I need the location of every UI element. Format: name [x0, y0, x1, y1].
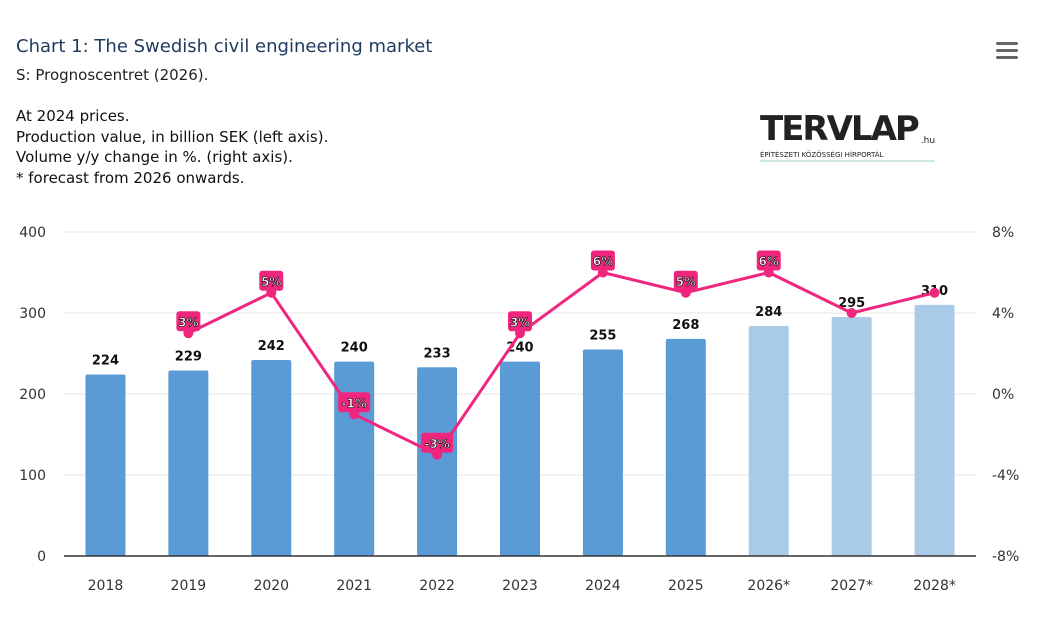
left-axis-tick: 400 — [19, 225, 46, 241]
x-axis-tick: 2021 — [336, 578, 372, 594]
right-axis-tick: 4% — [992, 306, 1014, 322]
bar — [914, 304, 955, 556]
watermark-suffix: .hu — [920, 136, 936, 146]
left-axis-tick: 200 — [19, 387, 46, 403]
line-data-label: 6% — [593, 255, 613, 269]
line-series — [187, 270, 935, 457]
line-data-label: -1% — [342, 396, 367, 410]
note-production-bold: Production value, in billion SEK — [16, 127, 249, 146]
bar — [251, 359, 292, 556]
x-axis-tick: 2026* — [747, 578, 790, 594]
line-data-label: 3% — [178, 315, 198, 329]
x-axis-tick: 2027* — [830, 578, 873, 594]
watermark-text: TERVLAP — [760, 109, 920, 149]
bar — [665, 338, 706, 556]
bar — [168, 370, 209, 556]
line-label-box — [673, 270, 698, 291]
line-point — [929, 287, 940, 298]
line-label-box — [338, 392, 371, 413]
note-production-axis: (left axis). — [248, 127, 329, 146]
bar-data-label: 284 — [755, 305, 782, 320]
right-axis-tick: -8% — [992, 549, 1019, 565]
chart-source: S: Prognoscentret (2026). — [16, 66, 209, 84]
bar-data-label: 229 — [175, 350, 202, 365]
line-label-box — [259, 270, 284, 291]
x-axis-tick: 2025 — [668, 578, 704, 594]
x-axis-tick: 2020 — [253, 578, 289, 594]
chart-title: Chart 1: The Swedish civil engineering m… — [16, 36, 433, 57]
watermark-logo: TERVLAP .hu ÉPÍTÉSZETI KÖZÖSSÉGI HÍRPORT… — [760, 110, 936, 162]
line-data-label: 5% — [676, 275, 696, 289]
left-axis-tick: 100 — [19, 468, 46, 484]
bar — [417, 367, 458, 556]
bar — [85, 374, 126, 556]
note-prices: At 2024 prices. — [16, 107, 130, 125]
bar — [831, 317, 872, 556]
bar-data-label: 224 — [92, 354, 119, 369]
x-axis-tick: 2024 — [585, 578, 621, 594]
left-axis-tick: 0 — [37, 549, 46, 565]
line-label-box — [756, 250, 781, 271]
x-axis-tick: 2018 — [88, 578, 124, 594]
note-volume-bold: Volume y/y change in %. — [16, 148, 202, 166]
bar — [500, 361, 540, 556]
watermark-tagline: ÉPÍTÉSZETI KÖZÖSSÉGI HÍRPORTÁL — [760, 150, 936, 162]
x-axis-tick: 2019 — [171, 578, 207, 594]
x-axis-tick: 2022 — [419, 578, 455, 594]
x-axis-tick: 2028* — [913, 578, 956, 594]
right-axis-tick: 8% — [992, 225, 1014, 241]
note-forecast: * forecast from 2026 onwards. — [16, 168, 245, 187]
note-volume: Volume y/y change in %. (right axis). — [16, 147, 328, 168]
line-data-label: 3% — [510, 315, 530, 329]
watermark-row: TERVLAP .hu — [760, 110, 935, 148]
line-data-label: -3% — [424, 437, 449, 451]
line-label-box — [421, 432, 454, 453]
note-production: Production value, in billion SEK (left a… — [16, 127, 328, 148]
bar-data-label: 295 — [838, 296, 865, 311]
hamburger-menu-icon[interactable] — [996, 42, 1018, 60]
right-axis-tick: -4% — [992, 468, 1019, 484]
line-data-label: 5% — [261, 275, 281, 289]
bar-data-label: 268 — [672, 318, 699, 333]
bar-data-label: 233 — [424, 346, 451, 361]
bar — [582, 349, 623, 556]
bar-data-label: 255 — [589, 328, 616, 343]
bar-data-label: 242 — [258, 339, 285, 354]
line-label-box — [590, 250, 615, 271]
note-volume-axis: (right axis). — [201, 148, 293, 166]
right-axis-tick: 0% — [992, 387, 1014, 403]
line-label-box — [176, 311, 201, 332]
bar-data-label: 240 — [341, 341, 368, 356]
line-point — [846, 308, 857, 318]
line-data-label: 6% — [759, 255, 779, 269]
bar — [334, 361, 375, 556]
left-axis-tick: 300 — [19, 306, 46, 322]
x-axis-tick: 2023 — [502, 578, 538, 594]
bar — [748, 325, 789, 556]
chart-notes: At 2024 prices. Production value, in bil… — [16, 106, 328, 188]
line-label-box — [508, 311, 532, 332]
